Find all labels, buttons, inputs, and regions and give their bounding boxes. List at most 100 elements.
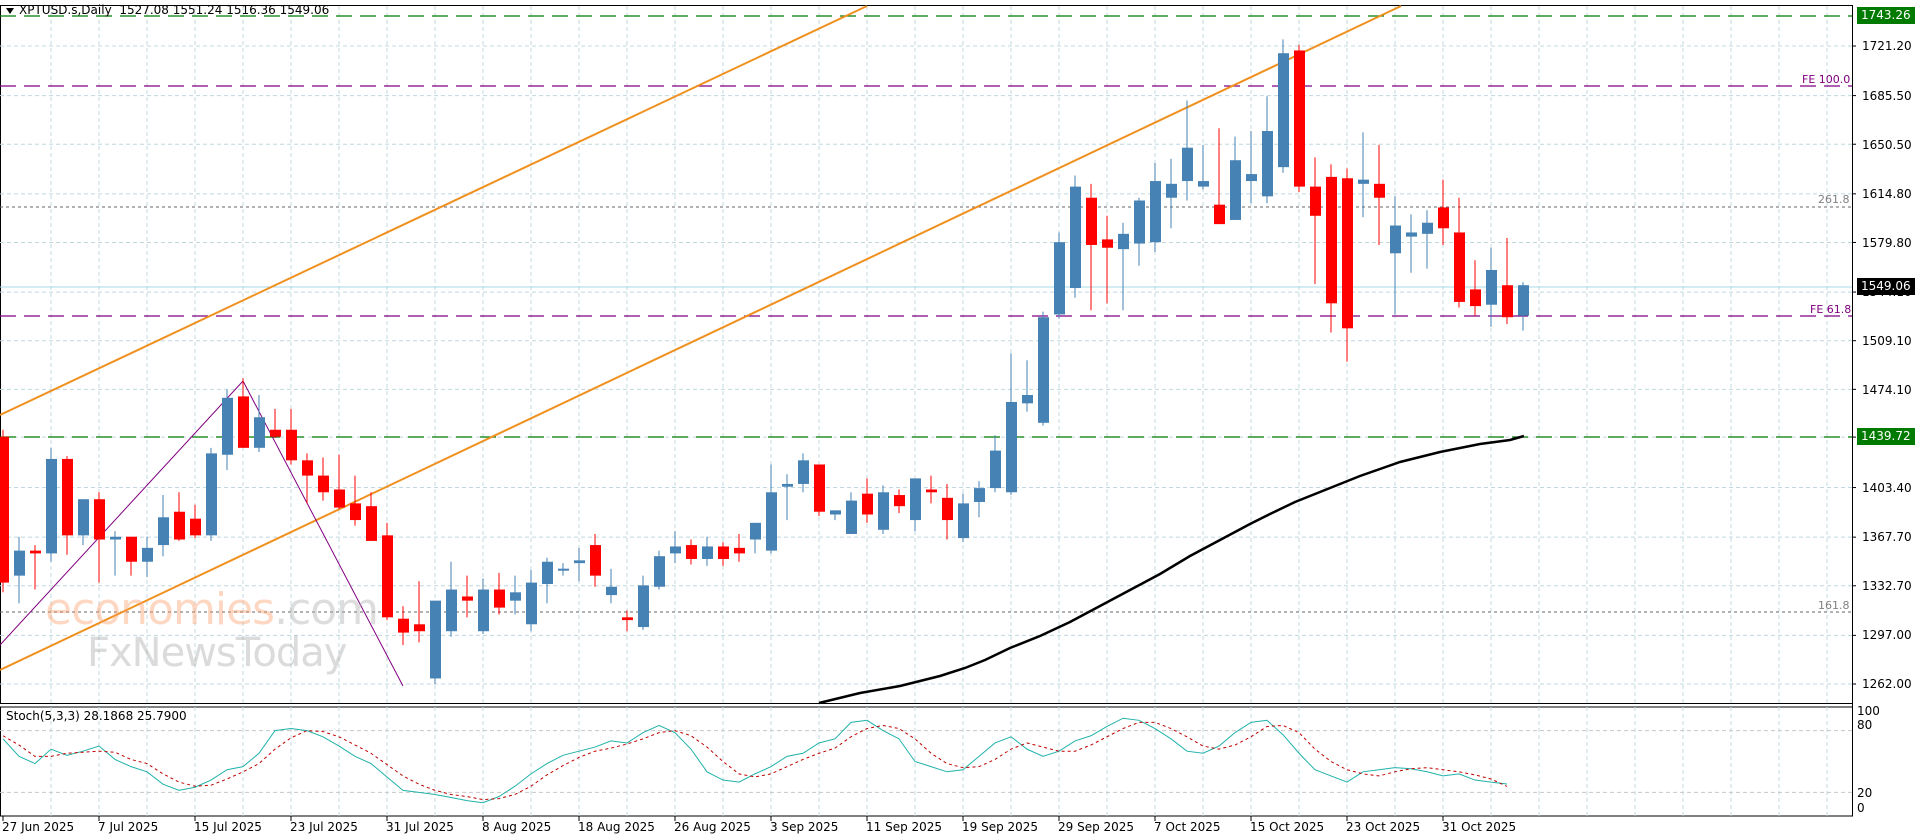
bearish-candle [590,545,601,576]
stoch-level-80: 80 [1857,718,1873,732]
bearish-candle [190,518,201,536]
date-tick: 3 Sep 2025 [770,820,839,834]
bullish-candle [606,586,617,596]
bullish-candle [222,397,233,455]
bullish-candle [654,556,665,587]
bullish-candle [510,592,521,601]
bullish-candle [878,492,889,530]
bearish-candle [238,396,249,448]
bearish-candle [942,497,953,521]
bullish-candle [1518,285,1529,316]
date-tick: 7 Jul 2025 [98,820,159,834]
bullish-candle [430,600,441,679]
stochastic-k-line [2,717,1508,804]
bearish-candle [414,624,425,632]
bullish-candle [1070,186,1081,289]
bullish-candle [766,492,777,551]
bullish-candle [702,546,713,559]
moving-average-line [818,434,1525,705]
price-tick: 1474.10 [1862,383,1912,397]
bearish-candle [1438,207,1449,229]
bullish-candle [910,478,921,521]
bullish-candle [1358,179,1369,184]
bullish-candle [542,561,553,584]
date-tick: 7 Oct 2025 [1154,820,1221,834]
date-tick: 15 Oct 2025 [1250,820,1325,834]
price-tick: 1509.10 [1862,334,1912,348]
date-tick: 26 Aug 2025 [674,820,751,834]
bullish-candle [446,589,457,632]
price-tick: 1367.70 [1862,530,1912,544]
bearish-candle [1214,204,1225,225]
price-tick: 1614.80 [1862,187,1912,201]
bearish-candle [1102,239,1113,248]
price-tick: 1262.00 [1862,677,1912,691]
bullish-candle [1118,233,1129,250]
bullish-candle [1166,183,1177,198]
bullish-candle [1422,222,1433,234]
bullish-candle [158,517,169,546]
bearish-candle [1454,232,1465,302]
bearish-candle [174,511,185,540]
bearish-candle [926,489,937,493]
bearish-candle [494,589,505,608]
bullish-candle [526,582,537,625]
stoch-level-100: 100 [1857,704,1880,718]
bullish-candle [1134,200,1145,244]
bullish-candle [14,550,25,576]
channel-lower-line [0,5,1402,671]
bearish-candle [622,617,633,621]
bearish-candle [398,618,409,633]
price-tick: 1297.00 [1862,628,1912,642]
bullish-candle [1486,269,1497,305]
bullish-candle [1022,395,1033,404]
bearish-candle [1470,289,1481,307]
bearish-candle [1502,285,1513,318]
bearish-candle [1342,178,1353,329]
bullish-candle [1182,147,1193,182]
date-tick: 19 Sep 2025 [962,820,1039,834]
bearish-candle [366,506,377,541]
bearish-candle [0,436,9,583]
bullish-candle [638,585,649,628]
main-panel-frame [0,5,1853,704]
bullish-candle [1054,242,1065,315]
price-tick: 1403.40 [1862,481,1912,495]
bullish-candle [78,499,89,536]
bullish-candle [1230,160,1241,220]
date-tick: 11 Sep 2025 [866,820,943,834]
bearish-candle [126,536,137,562]
symbol-label: XPTUSD.s,Daily [19,3,112,17]
bullish-candle [846,500,857,534]
bearish-candle [862,493,873,515]
bullish-candle [974,488,985,503]
date-tick: 15 Jul 2025 [194,820,262,834]
bullish-candle [1390,225,1401,254]
bullish-candle [206,453,217,536]
bearish-candle [382,535,393,618]
bearish-candle [318,475,329,493]
bullish-candle [1038,317,1049,423]
bullish-candle [478,589,489,632]
bearish-candle [94,499,105,540]
bearish-candle [814,464,825,512]
bearish-candle [1310,186,1321,216]
bullish-candle [1262,131,1273,197]
fe-61-8-label: FE 61.8 [1810,303,1852,316]
bullish-candle [574,560,585,564]
chart-title: XPTUSD.s,Daily 1527.08 1551.24 1516.36 1… [6,3,329,17]
bullish-candle [110,536,121,540]
bearish-candle [1326,176,1337,304]
bullish-candle [1198,181,1209,187]
bearish-candle [1294,50,1305,187]
collapse-triangle-icon[interactable] [6,7,14,14]
bullish-candle [254,417,265,448]
fib-161-8-label: 161.8 [1818,599,1850,612]
bullish-candle [46,458,57,554]
stoch-panel-frame [0,706,1853,817]
bearish-candle [1374,183,1385,198]
fe-100-label: FE 100.0 [1802,73,1851,86]
bearish-candle [1086,197,1097,245]
